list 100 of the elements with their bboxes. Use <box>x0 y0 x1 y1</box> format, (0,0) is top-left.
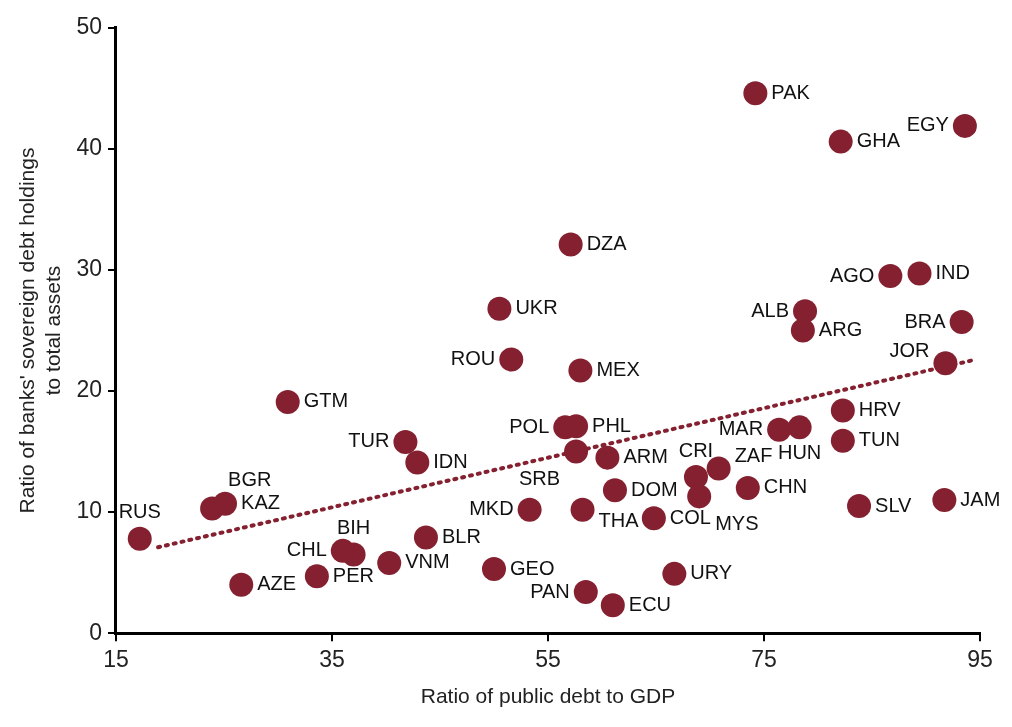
point <box>275 389 300 414</box>
point <box>517 497 542 522</box>
annotation: EGY <box>906 113 949 136</box>
annotation: RUS <box>118 500 161 523</box>
annotation: IDN <box>433 449 468 472</box>
x-tick-label: 35 <box>319 646 345 673</box>
annotation: PAN <box>530 579 570 602</box>
point <box>568 358 593 383</box>
annotation: MYS <box>715 511 759 534</box>
annotation: COL <box>669 505 711 528</box>
point <box>413 525 438 550</box>
point <box>405 450 430 475</box>
point <box>878 264 903 289</box>
x-tick-label: 15 <box>103 646 129 673</box>
x-tick-label: 75 <box>751 646 777 673</box>
annotation: TUR <box>348 429 390 452</box>
annotation: KAZ <box>241 491 280 514</box>
annotation: AGO <box>829 263 875 286</box>
point <box>481 557 506 582</box>
annotation: CHN <box>763 475 808 498</box>
annotation: JAM <box>960 487 1001 510</box>
point <box>487 296 512 321</box>
annotation: TUN <box>858 428 900 451</box>
point <box>949 310 974 335</box>
annotation: PAK <box>771 80 811 103</box>
point <box>743 81 768 106</box>
point <box>304 564 329 589</box>
annotation: BIH <box>336 516 371 539</box>
y-tick-label: 10 <box>76 497 102 524</box>
y-tick-label: 40 <box>76 134 102 161</box>
point <box>828 129 853 154</box>
point <box>933 351 958 376</box>
annotation: AZE <box>257 572 297 595</box>
point <box>706 456 731 481</box>
annotation: ECU <box>628 592 672 615</box>
x-tick-label: 55 <box>535 646 561 673</box>
annotation: ARG <box>818 318 863 341</box>
y-tick-label: 50 <box>76 13 102 40</box>
point <box>564 439 589 464</box>
point <box>907 261 932 286</box>
annotation: BRA <box>904 309 947 332</box>
annotation: HUN <box>777 440 822 463</box>
annotation: BLR <box>441 525 481 548</box>
point <box>213 491 238 516</box>
annotation: SLV <box>875 493 913 516</box>
point <box>499 347 524 372</box>
point <box>341 542 366 567</box>
annotation: CHL <box>286 538 327 561</box>
point <box>641 506 666 531</box>
annotation: PER <box>332 563 374 586</box>
point <box>932 488 957 513</box>
point <box>377 550 402 575</box>
annotation: DZA <box>586 232 628 255</box>
point <box>790 318 815 343</box>
point <box>787 415 812 440</box>
y-tick-label: 30 <box>76 255 102 282</box>
annotation: JOR <box>889 338 930 361</box>
annotation: URY <box>690 561 733 584</box>
annotation: UKR <box>515 296 558 319</box>
point <box>830 428 855 453</box>
annotation: GHA <box>856 129 901 152</box>
point <box>229 572 254 597</box>
annotation: CRI <box>678 438 714 461</box>
point <box>127 526 152 551</box>
annotation: HRV <box>858 397 902 420</box>
x-tick-label: 95 <box>967 646 993 673</box>
point <box>570 497 595 522</box>
annotation: VNM <box>405 550 450 573</box>
annotation: ROU <box>450 347 496 370</box>
y-tick-label: 20 <box>76 376 102 403</box>
point <box>600 593 625 618</box>
point <box>595 445 620 470</box>
point <box>683 465 708 490</box>
annotation: GTM <box>303 389 349 412</box>
point <box>573 580 598 605</box>
annotation: MKD <box>469 497 514 520</box>
annotation: THA <box>598 509 640 532</box>
annotation: DOM <box>630 477 678 500</box>
point <box>952 113 977 138</box>
annotation: PHL <box>592 413 631 436</box>
y-tick-label: 0 <box>89 618 102 645</box>
y-axis-title: Ratio of banks' sovereign debt holdings to total assets <box>15 147 64 514</box>
point <box>830 398 855 423</box>
point <box>793 299 818 324</box>
annotation: SRB <box>518 467 561 490</box>
point <box>393 429 418 454</box>
point <box>687 484 712 509</box>
annotation: ZAF <box>734 444 773 467</box>
annotation: ALB <box>751 298 790 321</box>
annotation: POL <box>509 414 550 437</box>
annotation: MAR <box>718 417 764 440</box>
point <box>847 494 872 519</box>
point <box>662 561 687 586</box>
annotation: GEO <box>509 556 555 579</box>
annotation: ARM <box>623 445 668 468</box>
point <box>767 417 792 442</box>
point <box>735 475 760 500</box>
annotation: MEX <box>596 357 640 380</box>
point <box>602 478 627 503</box>
annotation: IND <box>935 261 970 284</box>
